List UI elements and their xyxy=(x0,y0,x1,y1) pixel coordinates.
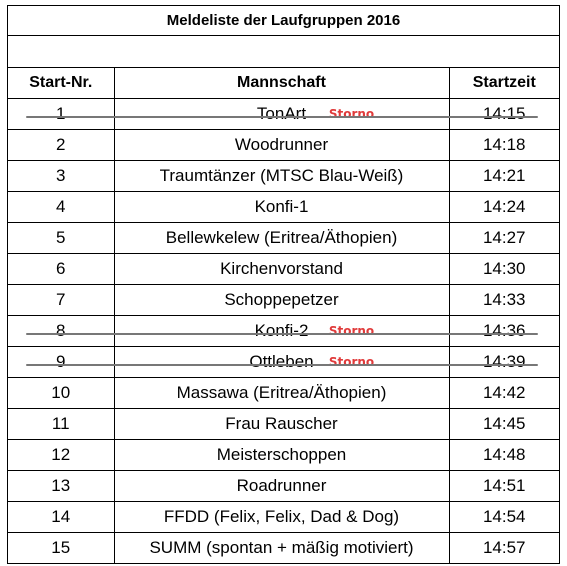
table-row: 10 Massawa (Eritrea/Äthopien) 14:42 xyxy=(8,377,559,409)
team-name: Traumtänzer (MTSC Blau-Weiß) xyxy=(159,166,404,185)
table-row: 15 SUMM (spontan + mäßig motiviert) 14:57 xyxy=(8,532,559,563)
sheet-title: Meldeliste der Laufgruppen 2016 xyxy=(8,6,559,36)
start-time: 14:21 xyxy=(448,160,559,192)
table-row: 4 Konfi-1 14:24 xyxy=(8,191,559,223)
table-row: 13 Roadrunner 14:51 xyxy=(8,470,559,502)
header-start-nr: Start-Nr. xyxy=(8,68,115,99)
start-number: 7 xyxy=(8,284,115,316)
team-name-cell: Konfi-1 xyxy=(113,191,450,223)
start-number: 15 xyxy=(8,532,115,563)
table-row: 14 FFDD (Felix, Felix, Dad & Dog) 14:54 xyxy=(8,501,559,533)
team-name: Frau Rauscher xyxy=(225,414,338,433)
table-row: 7 Schoppepetzer 14:33 xyxy=(8,284,559,316)
start-number: 1 xyxy=(8,98,115,130)
start-number: 11 xyxy=(8,408,115,440)
table-row: 12 Meisterschoppen 14:48 xyxy=(8,439,559,471)
team-name-cell: TonArt Storno xyxy=(113,98,450,130)
team-name: Konfi-2 xyxy=(254,321,309,340)
table-row: 2 Woodrunner 14:18 xyxy=(8,129,559,161)
table-row: 11 Frau Rauscher 14:45 xyxy=(8,408,559,440)
team-name: SUMM (spontan + mäßig motiviert) xyxy=(149,538,414,557)
registration-sheet: Meldeliste der Laufgruppen 2016 Start-Nr… xyxy=(7,5,560,564)
start-time: 14:30 xyxy=(448,253,559,285)
start-time: 14:18 xyxy=(448,129,559,161)
registration-table: Start-Nr. Mannschaft Startzeit 1 TonArt St… xyxy=(8,68,559,563)
team-name-cell: Bellewkelew (Eritrea/Äthopien) xyxy=(113,222,450,254)
start-number: 12 xyxy=(8,439,115,471)
empty-row xyxy=(8,36,559,68)
start-time: 14:48 xyxy=(448,439,559,471)
team-name: Bellewkelew (Eritrea/Äthopien) xyxy=(165,228,398,247)
start-number: 6 xyxy=(8,253,115,285)
strike-through-line xyxy=(26,116,538,118)
start-time: 14:33 xyxy=(448,284,559,316)
team-name: FFDD (Felix, Felix, Dad & Dog) xyxy=(163,507,400,526)
team-name-cell: FFDD (Felix, Felix, Dad & Dog) xyxy=(113,501,450,533)
table-row: 3 Traumtänzer (MTSC Blau-Weiß) 14:21 xyxy=(8,160,559,192)
start-time: 14:45 xyxy=(448,408,559,440)
team-name-cell: Massawa (Eritrea/Äthopien) xyxy=(113,377,450,409)
team-name: Ottleben xyxy=(249,352,314,371)
start-time: 14:42 xyxy=(448,377,559,409)
start-time: 14:54 xyxy=(448,501,559,533)
team-name-cell: Ottleben Storno xyxy=(113,346,450,378)
team-name: Meisterschoppen xyxy=(216,445,347,464)
header-start-time: Startzeit xyxy=(448,68,559,99)
team-name: Woodrunner xyxy=(234,135,329,154)
table-body: 1 TonArt Storno 14:15 2 Woodrunner 14:18 3 Traum… xyxy=(8,98,559,563)
table-row-cancelled: 8 Konfi-2 Storno 14:36 xyxy=(8,315,559,347)
strike-through-line xyxy=(26,333,538,335)
start-number: 4 xyxy=(8,191,115,223)
table-row-cancelled: 1 TonArt Storno 14:15 xyxy=(8,98,559,130)
start-number: 8 xyxy=(8,315,115,347)
team-name: Kirchenvorstand xyxy=(220,259,343,278)
table-header-row: Start-Nr. Mannschaft Startzeit xyxy=(8,68,559,99)
header-team: Mannschaft xyxy=(113,68,450,99)
start-time: 14:24 xyxy=(448,191,559,223)
team-name: Konfi-1 xyxy=(254,197,309,216)
table-row: 6 Kirchenvorstand 14:30 xyxy=(8,253,559,285)
start-time: 14:27 xyxy=(448,222,559,254)
start-number: 14 xyxy=(8,501,115,533)
start-number: 13 xyxy=(8,470,115,502)
start-number: 3 xyxy=(8,160,115,192)
team-name-cell: Schoppepetzer xyxy=(113,284,450,316)
team-name: Roadrunner xyxy=(236,476,327,495)
team-name-cell: Meisterschoppen xyxy=(113,439,450,471)
table-row-cancelled: 9 Ottleben Storno 14:39 xyxy=(8,346,559,378)
team-name-cell: Roadrunner xyxy=(113,470,450,502)
start-time: 14:15 xyxy=(448,98,559,130)
team-name: Schoppepetzer xyxy=(224,290,339,309)
start-number: 9 xyxy=(8,346,115,378)
team-name-cell: Traumtänzer (MTSC Blau-Weiß) xyxy=(113,160,450,192)
start-number: 10 xyxy=(8,377,115,409)
team-name-cell: Kirchenvorstand xyxy=(113,253,450,285)
start-time: 14:36 xyxy=(448,315,559,347)
start-time: 14:57 xyxy=(448,532,559,563)
start-number: 2 xyxy=(8,129,115,161)
table-row: 5 Bellewkelew (Eritrea/Äthopien) 14:27 xyxy=(8,222,559,254)
team-name-cell: SUMM (spontan + mäßig motiviert) xyxy=(113,532,450,563)
team-name-cell: Woodrunner xyxy=(113,129,450,161)
start-time: 14:39 xyxy=(448,346,559,378)
start-number: 5 xyxy=(8,222,115,254)
team-name: Massawa (Eritrea/Äthopien) xyxy=(176,383,387,402)
team-name: TonArt xyxy=(256,104,307,123)
team-name-cell: Frau Rauscher xyxy=(113,408,450,440)
start-time: 14:51 xyxy=(448,470,559,502)
team-name-cell: Konfi-2 Storno xyxy=(113,315,450,347)
strike-through-line xyxy=(26,364,538,366)
